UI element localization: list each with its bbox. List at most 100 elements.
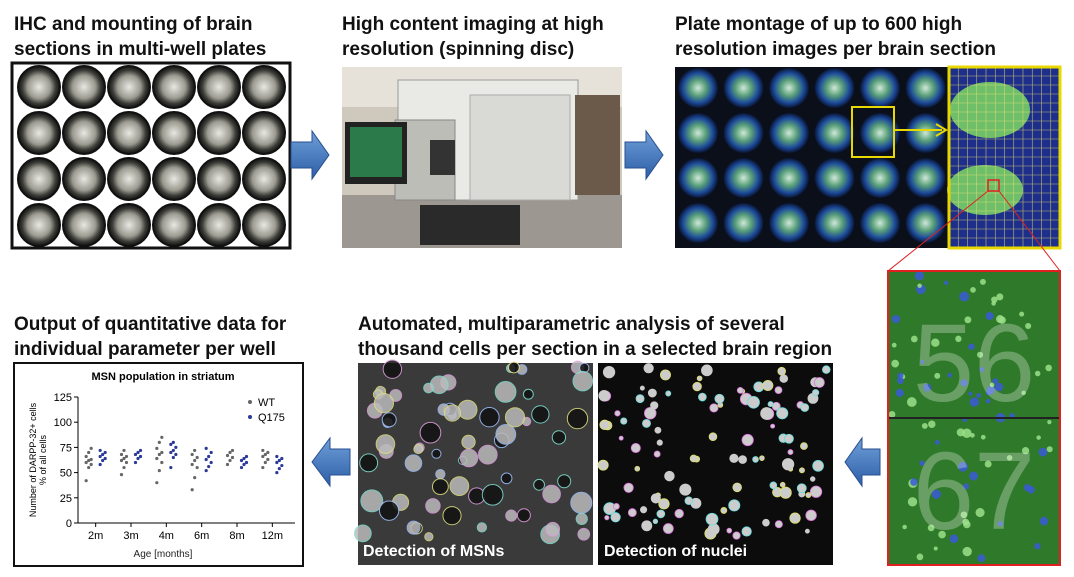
point [275,471,279,475]
cell [997,521,1003,527]
cell [1021,390,1026,396]
cell [577,527,591,541]
point [122,465,126,470]
cell [968,391,973,396]
nucleus [736,386,744,394]
nucleus [752,456,759,463]
cell [969,397,980,407]
point [244,460,249,465]
caption: Output of quantitative data for [14,314,287,335]
cell [986,385,996,395]
caption: thousand cells per section in a selected… [358,339,832,360]
point [101,452,105,457]
cell [917,283,922,288]
nucleus [599,419,610,431]
caption: sections in multi-well plates [14,39,266,60]
y-axis-label: Number of DARPP-32+ cells [28,402,38,517]
well [152,203,196,247]
nucleus [640,506,648,514]
point [89,446,93,451]
point [171,440,175,444]
section [905,68,946,108]
section [678,158,718,198]
cell [962,546,972,557]
point [157,440,161,444]
nucleus [708,432,718,441]
cell [431,448,442,459]
cell [382,359,403,379]
cell [960,379,968,387]
cell [1046,446,1053,453]
nucleus [612,503,620,510]
section [678,113,718,153]
nucleus [623,482,634,493]
point [160,435,164,439]
cell [423,382,434,394]
section [905,113,946,153]
point [207,464,211,469]
point [155,456,159,461]
nucleus [650,401,659,410]
cell [449,476,470,497]
well [197,65,241,109]
cell [353,524,372,543]
section [860,68,900,108]
nucleus [701,364,713,377]
x-tick-label: 8m [229,530,244,542]
well [197,203,241,247]
cell [1045,364,1052,372]
point [160,450,164,455]
cell [500,472,513,485]
well [107,157,151,201]
well [242,65,286,109]
nucleus [796,483,807,494]
nucleus [597,459,609,471]
point [122,456,126,461]
cell [979,278,986,285]
point [136,456,140,461]
cell [557,474,572,489]
cell [979,367,985,372]
nucleus [738,455,747,464]
section [769,113,809,153]
cell [531,405,550,424]
nucleus [822,365,831,374]
point [228,450,232,455]
nucleus [696,375,703,382]
nucleus [684,496,694,505]
point [228,458,232,463]
well [17,203,61,247]
point [103,450,107,455]
point [89,457,93,462]
nucleus [762,518,770,527]
nucleus [789,512,801,524]
cell [507,361,520,374]
x-axis-label: Age [months] [134,549,193,560]
cell [944,280,949,286]
chart-frame [13,362,304,567]
point [193,448,197,453]
nucleus [614,410,621,417]
nucleus [618,435,624,441]
cell [359,453,379,473]
cell [888,410,896,418]
point [266,457,270,462]
well [107,111,151,155]
nucleus [644,406,657,420]
nucleus [634,465,641,472]
y-axis-label: % of all cells [38,434,48,485]
arrow [624,129,664,181]
cell [991,301,996,306]
cell [1036,435,1041,440]
nucleus [664,470,675,482]
point [195,455,199,460]
caption: individual parameter per well [14,339,276,360]
point [193,476,197,480]
cell [934,372,941,379]
nucleus [658,498,670,510]
cell [989,382,995,388]
nucleus [729,453,739,463]
nucleus [641,520,653,532]
point [230,455,235,460]
well [62,65,106,109]
